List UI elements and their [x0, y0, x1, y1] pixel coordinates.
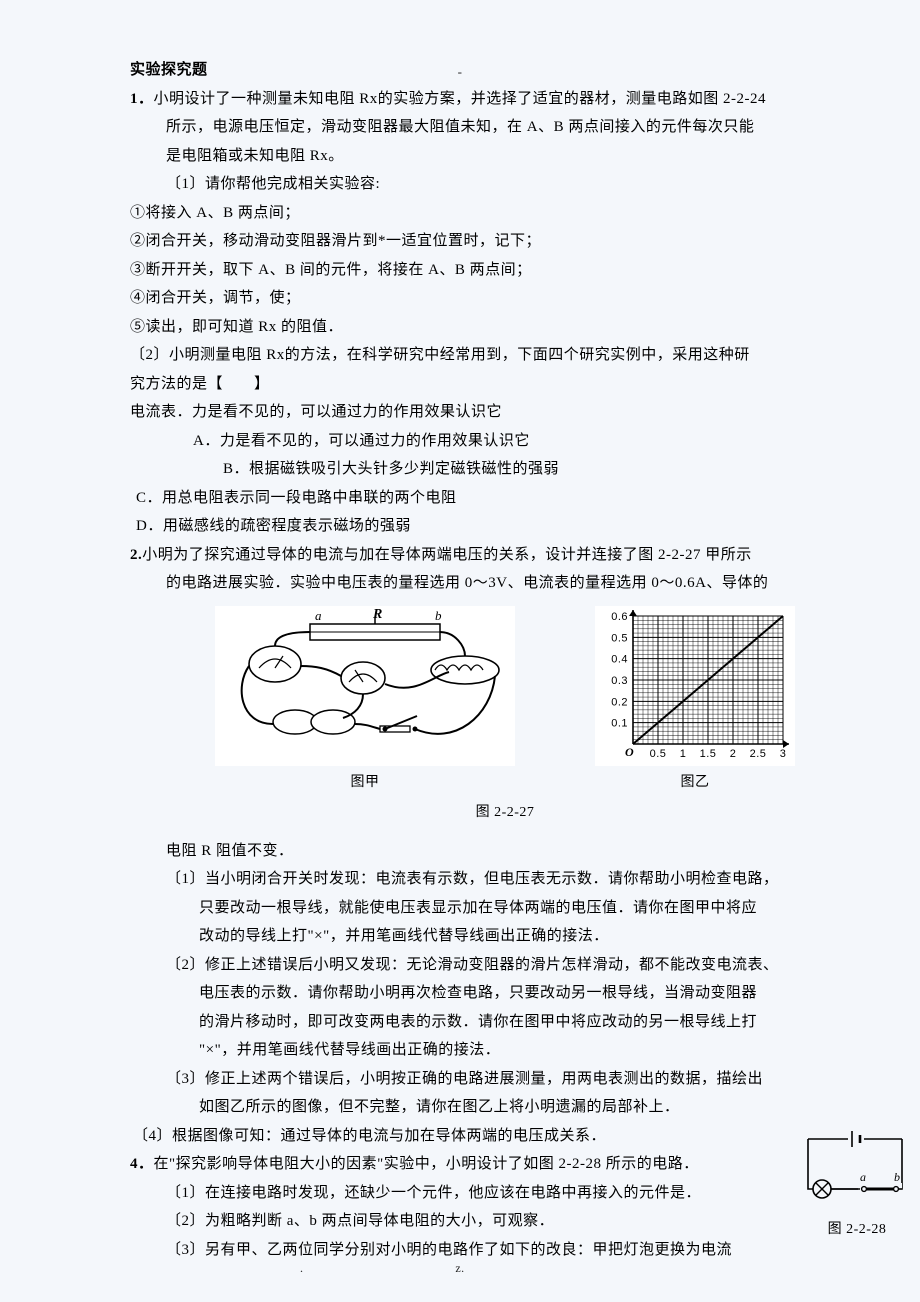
q4-s2: 〔2〕为粗略判断 a、b 两点间导体电阻的大小，可观察．: [130, 1207, 880, 1236]
section-heading: 实验探究题: [130, 56, 880, 85]
svg-text:2.5: 2.5: [750, 748, 767, 760]
page-root: - 实验探究题 1．小明设计了一种测量未知电阻 Rx的实验方案，并选择了适宜的器…: [0, 0, 920, 1302]
circuit-left-svg: a R b: [215, 606, 515, 766]
q2-s1a: 〔1〕当小明闭合开关时发现：电流表有示数，但电压表无示数．请你帮助小明检查电路，: [130, 865, 880, 894]
svg-text:0.4: 0.4: [611, 653, 628, 665]
q1-sub1: 〔1〕请你帮他完成相关实验容:: [130, 170, 880, 199]
q2-s2b: 电压表的示数．请你帮助小明再次检查电路，只要改动另一根导线，当滑动变阻器: [130, 979, 880, 1008]
q1-line3: 是电阻箱或未知电阻 Rx。: [130, 142, 880, 171]
q1-sub2a: 〔2〕小明测量电阻 Rx的方法，在科学研究中经常用到，下面四个研究实例中，采用这…: [130, 341, 880, 370]
q1-sub2b: 究方法的是【 】: [130, 370, 880, 399]
q2-s3a: 〔3〕修正上述两个错误后，小明按正确的电路进展测量，用两电表测出的数据，描绘出: [130, 1065, 880, 1094]
q2-figure-left: a R b: [215, 606, 515, 797]
svg-text:0.3: 0.3: [611, 675, 628, 687]
q2-fig-main-caption: 图 2-2-27: [130, 800, 880, 827]
footer-center: z.: [455, 1257, 464, 1280]
q1-optC: C．用总电阻表示同一段电路中串联的两个电阻: [130, 484, 880, 513]
svg-text:2: 2: [730, 748, 737, 760]
q1-step3: ③断开开关，取下 A、B 间的元件，将接在 A、B 两点间；: [130, 256, 880, 285]
label-a: a: [315, 608, 322, 623]
q2-s2a: 〔2〕修正上述错误后小明又发现：无论滑动变阻器的滑片怎样滑动，都不能改变电流表、: [130, 951, 880, 980]
q1-step4: ④闭合开关，调节，使；: [130, 284, 880, 313]
q4-circuit-svg: a b: [802, 1127, 910, 1213]
q4-s1: 〔1〕在连接电路时发现，还缺少一个元件，他应该在电路中再接入的元件是．: [130, 1179, 880, 1208]
q1-optB: B．根据磁铁吸引大头针多少判定磁铁磁性的强弱: [130, 455, 880, 484]
q4-line1: 4．在"探究影响导体电阻大小的因素"实验中，小明设计了如图 2-2-28 所示的…: [130, 1150, 880, 1179]
q4-s3: 〔3〕另有甲、乙两位同学分别对小明的电路作了如下的改良：甲把灯泡更换为电流: [130, 1236, 880, 1265]
q2-line1: 2.小明为了探究通过导体的电流与加在导体两端电压的关系，设计并连接了图 2-2-…: [130, 541, 880, 570]
q2-s3b: 如图乙所示的图像，但不完整，请你在图乙上将小明遗漏的局部补上．: [130, 1093, 880, 1122]
svg-text:0.6: 0.6: [611, 611, 628, 623]
top-dash: -: [458, 60, 463, 85]
svg-text:3: 3: [780, 748, 787, 760]
q4-number: 4．: [130, 1156, 154, 1172]
q2-s1c: 改动的导线上打"×"，并用笔画线代替导线画出正确的接法．: [130, 922, 880, 951]
q4-l1: 在"探究影响导体电阻大小的因素"实验中，小明设计了如图 2-2-28 所示的电路…: [154, 1156, 699, 1172]
q2-fig-left-caption: 图甲: [215, 770, 515, 797]
q2-s1b: 只要改动一根导线，就能使电压表显示加在导体两端的电压值．请你在图甲中将应: [130, 894, 880, 923]
q1-l1: 小明设计了一种测量未知电阻 Rx的实验方案，并选择了适宜的器材，测量电路如图 2…: [154, 91, 767, 107]
q1-step1: ①将接入 A、B 两点间；: [130, 199, 880, 228]
q1-number: 1．: [130, 91, 154, 107]
svg-text:1.5: 1.5: [700, 748, 717, 760]
q1-step2: ②闭合开关，移动滑动变阻器滑片到*一适宜位置时，记下；: [130, 227, 880, 256]
q1-hint: 电流表．力是看不见的，可以通过力的作用效果认识它: [130, 398, 880, 427]
q4-side-figure: a b 图 2-2-28: [802, 1127, 912, 1244]
svg-text:0.2: 0.2: [611, 696, 628, 708]
q2-fig-right-caption: 图乙: [595, 770, 795, 797]
q4-label-a: a: [860, 1170, 867, 1184]
svg-text:1: 1: [680, 748, 687, 760]
footer-dot: .: [300, 1257, 304, 1280]
label-R: R: [372, 607, 383, 622]
q2-line3: 电阻 R 阻值不变．: [130, 837, 880, 866]
label-b: b: [435, 608, 442, 623]
q1-line2: 所示，电源电压恒定，滑动变阻器最大阻值未知，在 A、B 两点间接入的元件每次只能: [130, 113, 880, 142]
q2-figure-right: 0.5 1 1.5 2 2.5 3 0.1 0.2 0.3 0.4 0.5 0.6 O 图乙: [595, 606, 795, 797]
q2-number: 2.: [130, 547, 142, 563]
q2-line2: 的电路进展实验．实验中电压表的量程选用 0～3V、电流表的量程选用 0～0.6A…: [130, 569, 880, 598]
q2-figure-wrap: a R b: [130, 606, 880, 797]
q2-s4: 〔4〕根据图像可知：通过导体的电流与加在导体两端的电压成关系．: [130, 1122, 880, 1151]
q4-caption: 图 2-2-28: [802, 1217, 912, 1244]
q4-label-b: b: [894, 1170, 901, 1184]
q2-l1: 小明为了探究通过导体的电流与加在导体两端电压的关系，设计并连接了图 2-2-27…: [142, 547, 752, 563]
q1-line1: 1．小明设计了一种测量未知电阻 Rx的实验方案，并选择了适宜的器材，测量电路如图…: [130, 85, 880, 114]
q1-optA: A．力是看不见的，可以通过力的作用效果认识它: [130, 427, 880, 456]
q1-optD: D．用磁感线的疏密程度表示磁场的强弱: [130, 512, 880, 541]
q1-step5: ⑤读出，即可知道 Rx 的阻值．: [130, 313, 880, 342]
q2-s2d: "×"，并用笔画线代替导线画出正确的接法．: [130, 1036, 880, 1065]
svg-text:0.5: 0.5: [650, 748, 667, 760]
svg-text:O: O: [625, 745, 634, 759]
svg-text:0.1: 0.1: [611, 717, 628, 729]
q2-s2c: 的滑片移动时，即可改变两电表的示数．请你在图甲中将应改动的另一根导线上打: [130, 1008, 880, 1037]
chart-svg: 0.5 1 1.5 2 2.5 3 0.1 0.2 0.3 0.4 0.5 0.6 O: [595, 606, 795, 766]
svg-text:0.5: 0.5: [611, 632, 628, 644]
